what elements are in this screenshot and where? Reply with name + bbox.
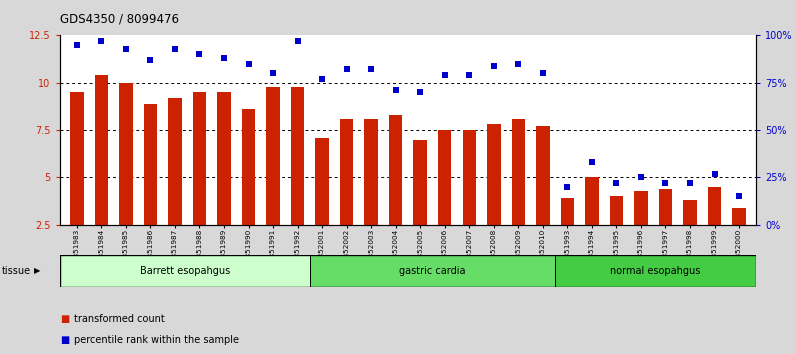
Point [610, 180, 622, 186]
Point [684, 180, 696, 186]
Point [487, 63, 500, 69]
Text: transformed count: transformed count [74, 314, 165, 324]
Point [414, 89, 427, 95]
Text: Barrett esopahgus: Barrett esopahgus [139, 266, 230, 276]
Point [217, 55, 230, 61]
Point [732, 194, 745, 199]
Bar [365, 119, 378, 272]
Bar [512, 119, 525, 272]
Point [512, 61, 525, 67]
Bar [683, 200, 696, 272]
Bar [70, 92, 84, 272]
Bar [242, 109, 256, 272]
Bar [340, 119, 353, 272]
Bar [389, 115, 403, 272]
Text: normal esopahgus: normal esopahgus [611, 266, 700, 276]
Point [365, 67, 377, 72]
Bar [560, 198, 574, 272]
Point [389, 87, 402, 93]
Bar [732, 208, 746, 272]
Bar [60, 255, 310, 287]
Bar [95, 75, 108, 272]
Point [659, 180, 672, 186]
Point [71, 42, 84, 48]
Bar [413, 139, 427, 272]
Bar [634, 191, 648, 272]
Bar [708, 187, 721, 272]
Bar [291, 86, 304, 272]
Point [586, 159, 599, 165]
Bar [144, 104, 157, 272]
Point [537, 70, 549, 76]
Point [561, 184, 574, 190]
Bar [585, 177, 599, 272]
Point [169, 46, 181, 51]
Bar [217, 92, 231, 272]
Text: tissue: tissue [2, 266, 31, 276]
Bar [310, 255, 555, 287]
Point [439, 72, 451, 78]
Point [291, 38, 304, 44]
Text: ■: ■ [60, 314, 69, 324]
Point [119, 46, 132, 51]
Text: GDS4350 / 8099476: GDS4350 / 8099476 [60, 12, 178, 25]
Bar [315, 138, 329, 272]
Bar [487, 124, 501, 272]
Point [144, 57, 157, 63]
Bar [536, 126, 549, 272]
Bar [119, 83, 133, 272]
Point [634, 175, 647, 180]
Bar [659, 189, 672, 272]
Bar [438, 130, 451, 272]
Point [95, 38, 107, 44]
Text: ▶: ▶ [34, 266, 41, 275]
Text: ■: ■ [60, 335, 69, 345]
Bar [168, 98, 181, 272]
Point [708, 171, 721, 177]
Point [316, 76, 329, 82]
Bar [462, 130, 476, 272]
Text: percentile rank within the sample: percentile rank within the sample [74, 335, 239, 345]
Bar [267, 86, 280, 272]
Text: gastric cardia: gastric cardia [400, 266, 466, 276]
Bar [555, 255, 756, 287]
Bar [193, 92, 206, 272]
Point [463, 72, 476, 78]
Point [340, 67, 353, 72]
Point [267, 70, 279, 76]
Bar [610, 196, 623, 272]
Point [193, 51, 206, 57]
Point [242, 61, 255, 67]
